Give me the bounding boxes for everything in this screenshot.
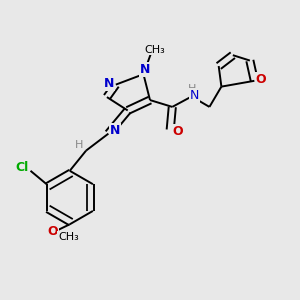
Text: N: N [110, 124, 120, 137]
Text: N: N [190, 88, 199, 101]
Text: N: N [140, 63, 150, 76]
Text: O: O [256, 74, 266, 86]
Text: O: O [172, 125, 183, 138]
Text: H: H [74, 140, 83, 150]
Text: CH₃: CH₃ [144, 44, 165, 55]
Text: CH₃: CH₃ [58, 232, 79, 242]
Text: Cl: Cl [16, 161, 29, 174]
Text: N: N [104, 76, 115, 90]
Text: H: H [188, 84, 196, 94]
Text: O: O [47, 225, 58, 238]
